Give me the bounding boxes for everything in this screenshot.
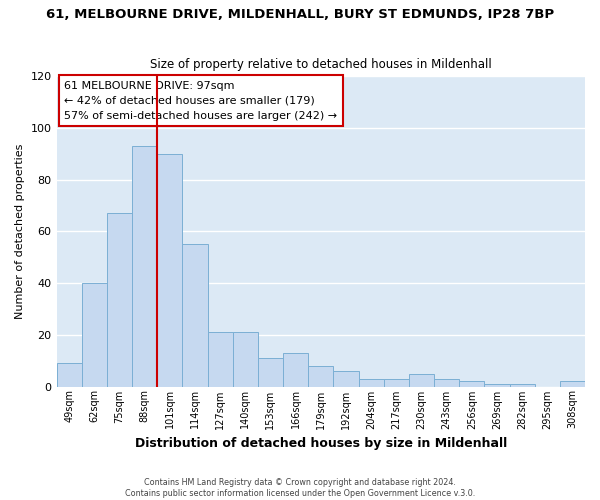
- Bar: [459, 382, 484, 386]
- Text: 61 MELBOURNE DRIVE: 97sqm
← 42% of detached houses are smaller (179)
57% of semi: 61 MELBOURNE DRIVE: 97sqm ← 42% of detac…: [64, 81, 338, 120]
- Bar: [560, 382, 585, 386]
- Bar: [258, 358, 283, 386]
- Bar: [383, 379, 409, 386]
- Bar: [283, 353, 308, 386]
- Bar: [509, 384, 535, 386]
- X-axis label: Distribution of detached houses by size in Mildenhall: Distribution of detached houses by size …: [134, 437, 507, 450]
- Title: Size of property relative to detached houses in Mildenhall: Size of property relative to detached ho…: [150, 58, 491, 71]
- Bar: [233, 332, 258, 386]
- Text: 61, MELBOURNE DRIVE, MILDENHALL, BURY ST EDMUNDS, IP28 7BP: 61, MELBOURNE DRIVE, MILDENHALL, BURY ST…: [46, 8, 554, 20]
- Bar: [132, 146, 157, 386]
- Bar: [409, 374, 434, 386]
- Bar: [484, 384, 509, 386]
- Bar: [308, 366, 334, 386]
- Bar: [334, 371, 359, 386]
- Bar: [157, 154, 182, 386]
- Bar: [208, 332, 233, 386]
- Y-axis label: Number of detached properties: Number of detached properties: [15, 144, 25, 319]
- Bar: [56, 364, 82, 386]
- Bar: [359, 379, 383, 386]
- Bar: [182, 244, 208, 386]
- Text: Contains HM Land Registry data © Crown copyright and database right 2024.
Contai: Contains HM Land Registry data © Crown c…: [125, 478, 475, 498]
- Bar: [82, 283, 107, 387]
- Bar: [107, 214, 132, 386]
- Bar: [434, 379, 459, 386]
